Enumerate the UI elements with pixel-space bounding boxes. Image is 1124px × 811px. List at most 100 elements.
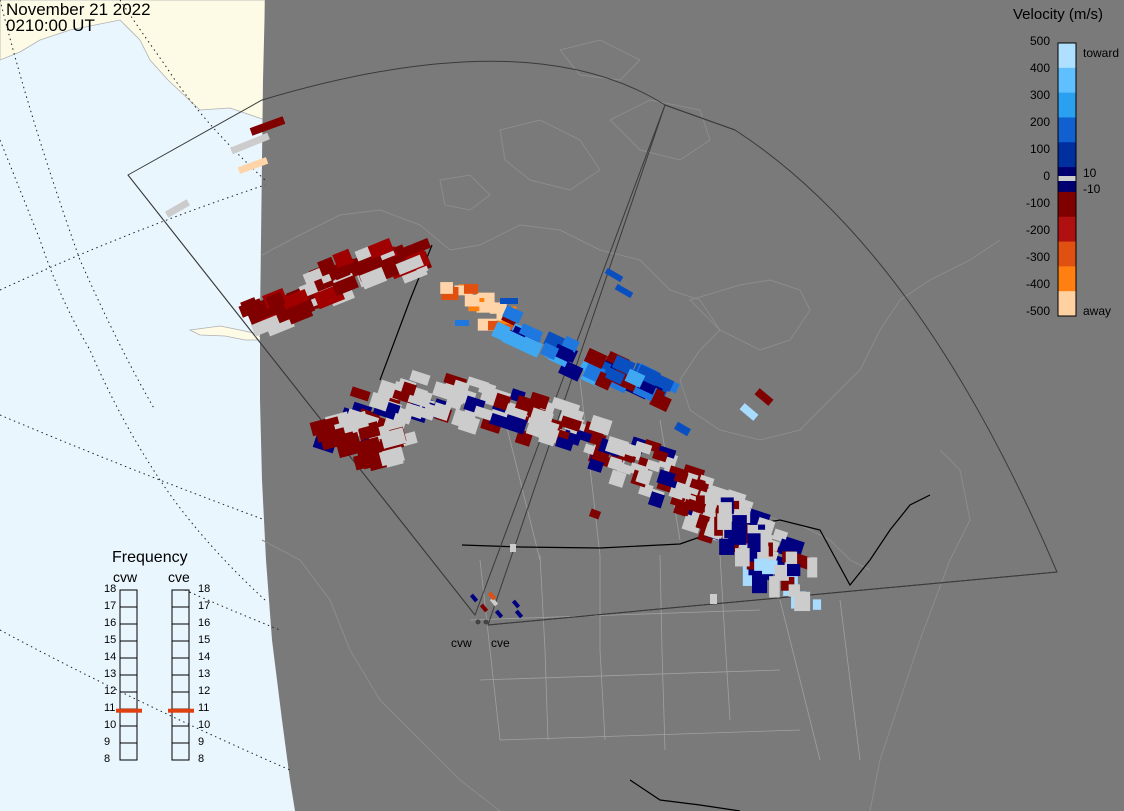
echo-cell <box>742 566 754 586</box>
date-label: November 21 2022 <box>6 0 151 19</box>
echo-cell <box>432 381 453 400</box>
echo-cell <box>489 302 507 314</box>
frequency-cell <box>171 657 190 676</box>
echo-cell <box>769 576 780 598</box>
echo-cell <box>493 392 512 411</box>
frequency-cell <box>171 725 190 744</box>
colorbar-segment <box>1058 241 1076 267</box>
colorbar-tick: -300 <box>1025 250 1050 264</box>
frequency-cell <box>171 691 190 710</box>
day-peninsula <box>188 325 263 341</box>
echo-cell <box>634 440 653 455</box>
echo-cell <box>502 305 524 324</box>
frequency-cell <box>171 674 190 693</box>
echo-cell <box>477 318 497 331</box>
radar-site-cve <box>483 619 489 625</box>
frequency-cell <box>119 725 138 744</box>
echo-cell <box>583 347 608 370</box>
frequency-tick-right: 15 <box>198 634 211 646</box>
echo-cell <box>575 429 592 443</box>
echo-cell <box>455 320 469 326</box>
echo-cell <box>635 364 661 387</box>
colorbar-toward-label: toward <box>1083 46 1120 60</box>
colorbar-segment <box>1058 216 1076 243</box>
echo-cell <box>710 594 717 604</box>
colorbar-tick: 0 <box>1043 169 1050 183</box>
echo-cell <box>359 266 388 290</box>
echo-cell <box>497 320 516 330</box>
echo-cell <box>561 400 581 417</box>
echo-cell <box>406 238 432 256</box>
frequency-cell <box>119 623 138 642</box>
echo-cell <box>331 274 359 297</box>
colorbar-tick: 400 <box>1029 61 1050 75</box>
colorbar-tick: -100 <box>1025 196 1050 210</box>
echo-cell <box>501 329 526 350</box>
echo-cell <box>653 373 675 392</box>
echo-cell <box>528 391 550 410</box>
echo-cell <box>607 456 623 471</box>
echo-cell <box>747 524 759 536</box>
colorbar-frame <box>1057 42 1077 317</box>
echo-cell <box>617 442 636 457</box>
colorbar-tick: 200 <box>1029 115 1050 129</box>
echo-cell <box>510 544 516 552</box>
echo-cell <box>500 298 518 304</box>
frequency-marker-cve <box>168 708 194 713</box>
echo-cell <box>511 599 521 609</box>
site-label-cve: cve <box>491 636 510 650</box>
echo-cell <box>379 427 407 449</box>
frequency-tick-left: 12 <box>104 685 117 697</box>
echo-cell <box>785 551 798 574</box>
echo-cell <box>735 548 750 567</box>
echo-cell <box>673 503 688 517</box>
frequency-cell <box>171 742 190 761</box>
frequency-tick-left: 13 <box>104 668 117 680</box>
frequency-tick-right: 16 <box>198 617 211 629</box>
colorbar-pos-threshold: 10 <box>1083 166 1097 180</box>
colorbar-segment <box>1058 117 1076 143</box>
colorbar-segment <box>1058 142 1076 168</box>
colorbar-tick: -200 <box>1025 223 1050 237</box>
echo-cell <box>645 459 662 473</box>
frequency-title: Frequency <box>112 549 188 566</box>
colorbar-zero-band <box>1058 176 1076 181</box>
echo-cell <box>504 403 529 421</box>
frequency-tick-left: 14 <box>104 651 117 663</box>
echo-cell <box>503 414 528 435</box>
coastlines <box>261 39 1001 811</box>
echo-cell <box>352 451 377 471</box>
echo-cell <box>463 283 479 294</box>
frequency-cell <box>119 674 138 693</box>
echo-cell <box>488 412 508 429</box>
frequency-cell <box>171 606 190 625</box>
echo-cell <box>401 381 417 396</box>
echo-cell <box>494 609 504 619</box>
echo-cell <box>317 256 337 277</box>
echo-cell <box>757 546 769 564</box>
echo-cell <box>473 405 494 421</box>
echo-cell <box>787 563 801 577</box>
frequency-tick-left: 8 <box>104 753 111 765</box>
frequency-tick-right: 11 <box>198 702 210 714</box>
frequency-cell <box>119 742 138 761</box>
frequency-tick-left: 17 <box>104 600 117 612</box>
echo-cell <box>652 448 669 463</box>
echo-cell <box>746 557 761 570</box>
graticule <box>0 0 291 771</box>
echo-cell <box>731 533 747 545</box>
echo-cell <box>657 445 677 459</box>
frequency-tick-right: 13 <box>198 668 211 680</box>
frequency-tick-left: 11 <box>104 702 116 714</box>
echo-cell <box>403 402 425 420</box>
echo-cell <box>281 288 310 310</box>
echo-cell <box>488 320 501 331</box>
echo-cell <box>445 391 464 411</box>
colorbar-segment <box>1058 266 1076 292</box>
echo-cell <box>249 116 286 136</box>
echo-cell <box>325 427 347 443</box>
echo-cell <box>395 254 424 276</box>
echo-cell <box>588 508 602 520</box>
echo-cell <box>514 609 524 619</box>
